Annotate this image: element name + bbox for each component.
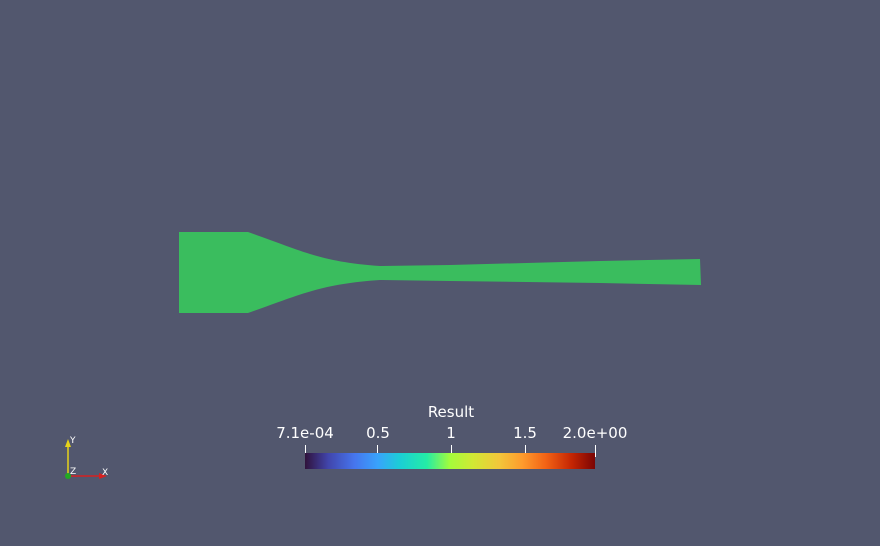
y-axis-arrowhead — [65, 439, 71, 447]
colorbar-tick — [451, 445, 452, 457]
colorbar-tick — [305, 445, 306, 457]
z-axis-label: Z — [70, 467, 77, 477]
z-axis-dot — [65, 473, 71, 479]
colorbar-tick-label: 2.0e+00 — [562, 424, 628, 442]
colorbar-tick-label: 7.1e-04 — [276, 424, 334, 442]
colorbar-tick — [525, 445, 526, 457]
y-axis-label: Y — [70, 436, 76, 446]
colorbar-tick — [595, 445, 596, 457]
colorbar-title: Result — [427, 403, 475, 421]
colorbar-tick-label: 1 — [446, 424, 456, 442]
colorbar-tick-label: 1.5 — [513, 424, 537, 442]
colorbar-tick-label: 0.5 — [366, 424, 390, 442]
colorbar-tick — [377, 445, 378, 457]
colorbar-gradient — [305, 453, 595, 469]
nozzle-mesh — [179, 232, 701, 313]
x-axis-arrowhead — [99, 473, 107, 479]
x-axis-label: X — [102, 468, 109, 478]
orientation-axes — [65, 439, 107, 479]
